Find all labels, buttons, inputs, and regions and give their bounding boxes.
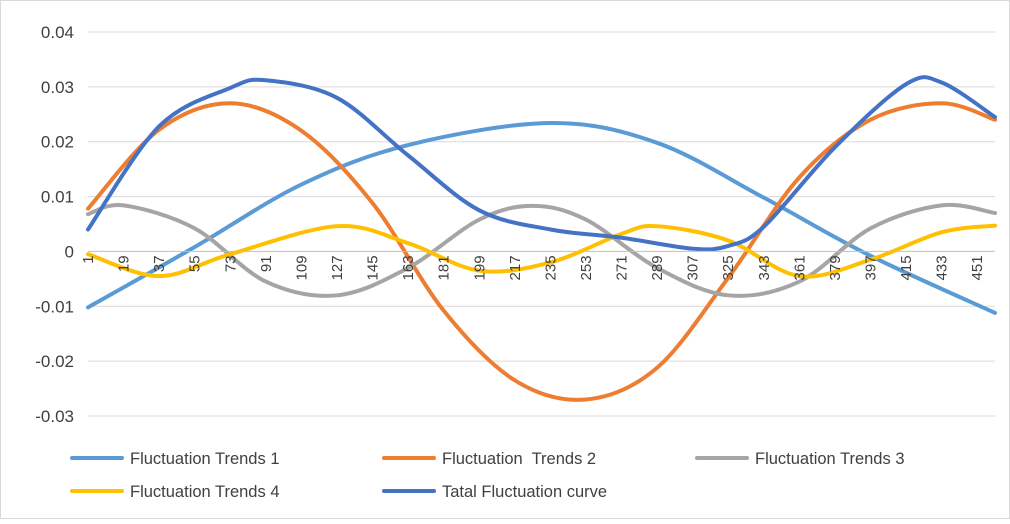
series-line-3 — [86, 202, 997, 298]
series-line-1 — [86, 121, 997, 315]
x-tick-label: 397 — [863, 255, 880, 280]
x-tick-label: 73 — [222, 255, 239, 272]
x-tick-label: 253 — [578, 255, 595, 280]
x-tick-label: 235 — [542, 255, 559, 280]
x-tick-label: 19 — [116, 255, 133, 272]
x-tick-label: 271 — [614, 255, 631, 280]
y-tick-label: 0.04 — [41, 23, 74, 42]
gridlines — [88, 31, 995, 417]
x-tick-label: 307 — [685, 255, 702, 280]
legend: Fluctuation Trends 1 Fluctuation Trends 2… — [70, 450, 905, 501]
x-tick-label: 361 — [791, 255, 808, 280]
x-tick-label: 55 — [187, 255, 204, 272]
x-tick-label: 379 — [827, 255, 844, 280]
legend-label: Tatal Fluctuation curve — [442, 483, 607, 501]
x-tick-label: 289 — [649, 255, 666, 280]
x-tick-label: 163 — [400, 255, 417, 280]
x-tick-label: 217 — [507, 255, 524, 280]
y-tick-label: 0.03 — [41, 78, 74, 97]
x-tick-label: 325 — [720, 255, 737, 280]
x-tick-label: 415 — [898, 255, 915, 280]
y-tick-label: -0.03 — [35, 407, 74, 426]
y-tick-label: 0.02 — [41, 133, 74, 152]
legend-label: Fluctuation Trends 1 — [130, 450, 280, 468]
legend-label: Fluctuation Trends 4 — [130, 483, 280, 501]
x-tick-label: 127 — [329, 255, 346, 280]
x-tick-label: 145 — [365, 255, 382, 280]
x-axis: 1 19 37 55 73 91 109 127 145 163 181 199 217 235 253 27… — [80, 250, 995, 280]
x-tick-label: 91 — [258, 255, 275, 272]
x-tick-label: 343 — [756, 255, 773, 280]
x-tick-label: 433 — [934, 255, 951, 280]
y-tick-label: 0 — [65, 242, 74, 261]
y-tick-label: -0.02 — [35, 352, 74, 371]
series-line-5 — [86, 75, 997, 252]
legend-label: Fluctuation Trends 2 — [442, 450, 596, 468]
x-tick-label: 109 — [293, 255, 310, 280]
y-axis-tick-labels: 0.04 0.03 0.02 0.01 0 -0.01 -0.02 -0.03 — [35, 23, 74, 426]
legend-label: Fluctuation Trends 3 — [755, 450, 905, 468]
x-tick-label: 37 — [151, 255, 168, 272]
x-tick-label: 451 — [969, 255, 986, 280]
y-tick-label: -0.01 — [35, 297, 74, 316]
y-tick-label: 0.01 — [41, 188, 74, 207]
x-tick-label: 181 — [436, 255, 453, 280]
x-tick-label: 199 — [471, 255, 488, 280]
x-tick-label: 1 — [80, 255, 97, 263]
